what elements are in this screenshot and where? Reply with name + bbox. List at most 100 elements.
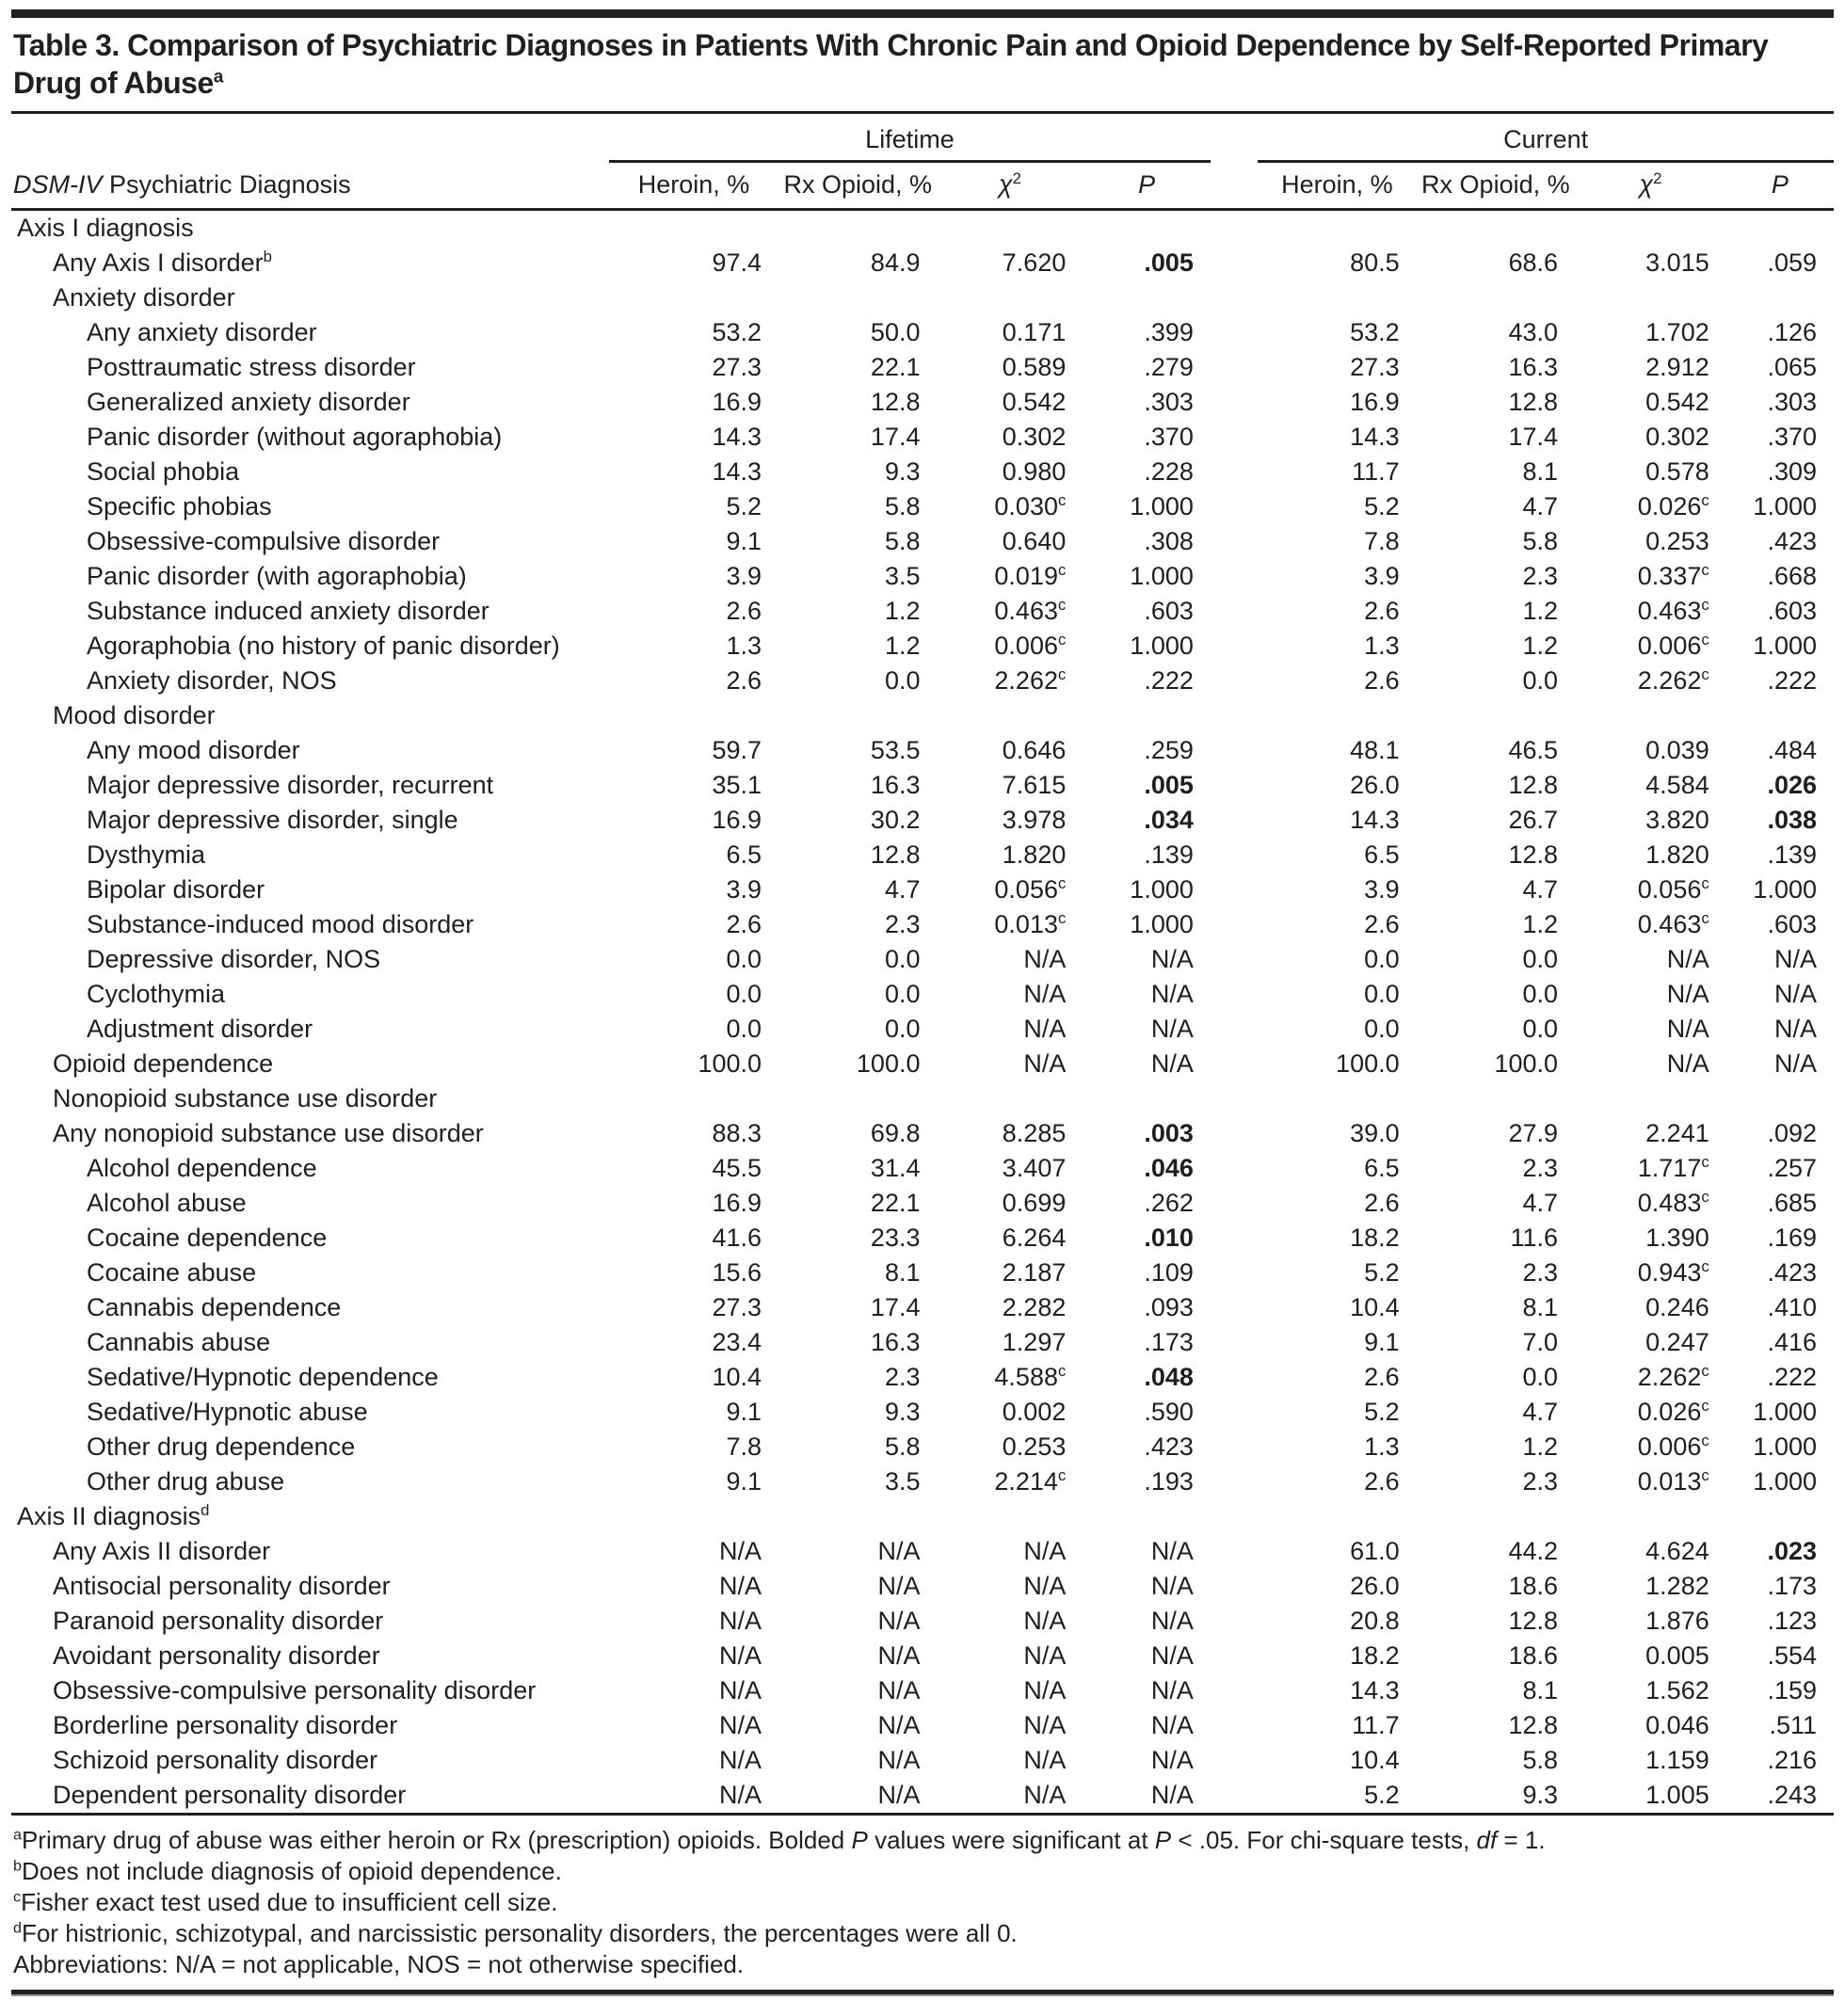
value-cell [937,1499,1083,1534]
value-cell: 3.407 [1002,1154,1067,1182]
value-cell: .370 [1144,423,1194,451]
value-cell: 1.000 [1753,492,1817,520]
table-body: Axis I diagnosis Any Axis I disorderb 97.4… [11,210,1834,1815]
value-cell: 1.000 [1130,632,1194,660]
column-gap [1211,524,1258,559]
value-cell: 2.262c [1637,665,1709,695]
value-cell: N/A [877,1572,921,1600]
value-cell: N/A [1150,945,1194,973]
table-row: Sedative/Hypnotic dependence 10.4 2.3 4.588… [11,1360,1834,1395]
value-cell: 0.542 [1645,388,1709,416]
column-gap [1211,1325,1258,1360]
value-cell: 2.6 [1364,1363,1400,1391]
value-cell: .046 [1144,1154,1194,1182]
value-cell: 0.483c [1637,1188,1709,1217]
value-cell: 27.3 [712,353,762,381]
value-cell: 10.4 [1350,1293,1400,1321]
value-cell: 5.8 [1522,1746,1559,1774]
value-cell: N/A [1666,1049,1709,1078]
footnote: cFisher exact test used due to insuffici… [13,1888,558,1916]
value-cell: 1.820 [1002,840,1067,869]
value-cell [1417,1499,1575,1534]
column-gap [1211,1464,1258,1499]
value-cell: .005 [1144,248,1194,277]
value-cell: N/A [719,1572,762,1600]
column-gap [1211,1673,1258,1708]
column-gap [1211,1290,1258,1325]
diagnosis-cell: Any mood disorder [87,736,300,764]
column-gap [1211,977,1258,1012]
value-cell [1726,210,1834,247]
diagnosis-cell: Cocaine abuse [87,1258,257,1287]
value-cell: 0.171 [1002,318,1067,346]
table-row: Major depressive disorder, single 16.9 30.… [11,803,1834,838]
value-cell: 1.297 [1002,1328,1067,1356]
value-cell: 9.3 [884,1398,921,1426]
footnotes: aPrimary drug of abuse was either heroin… [13,1825,1834,1980]
table-row: Obsessive-compulsive disorder 9.1 5.8 0.640… [11,524,1834,559]
value-cell: 0.0 [1364,1015,1400,1043]
value-cell [1083,1081,1211,1116]
value-cell: .423 [1767,1258,1817,1287]
value-cell: 5.8 [884,492,921,520]
value-cell: N/A [719,1607,762,1635]
col-header-lifetime-heroin: Heroin, % [609,161,779,211]
value-cell: 0.246 [1645,1293,1709,1321]
value-cell: 26.7 [1508,806,1559,834]
value-cell: 26.0 [1350,771,1400,799]
column-gap [1211,1116,1258,1151]
value-cell: 0.646 [1002,736,1067,764]
value-cell: 12.8 [1508,1711,1559,1739]
value-cell: 53.2 [712,318,762,346]
table-row: Cannabis abuse 23.4 16.3 1.297 .173 9.1 7.0 0.2… [11,1325,1834,1360]
value-cell: 61.0 [1350,1537,1400,1565]
value-cell: N/A [877,1746,921,1774]
value-cell: N/A [877,1711,921,1739]
value-cell: 1.876 [1645,1607,1709,1635]
value-cell [778,1081,937,1116]
diagnosis-cell: Panic disorder (with agoraphobia) [87,562,467,590]
value-cell: .026 [1767,771,1817,799]
value-cell: N/A [719,1537,762,1565]
column-gap [1211,594,1258,629]
value-cell: 0.006c [994,631,1067,660]
column-gap [1211,455,1258,489]
value-cell: 12.8 [870,840,921,869]
table-row: Panic disorder (without agoraphobia) 14.3… [11,420,1834,455]
value-cell: 39.0 [1350,1119,1400,1147]
value-cell: 6.5 [726,840,762,869]
value-cell [1417,1081,1575,1116]
value-cell: .173 [1144,1328,1194,1356]
value-cell [1083,280,1211,315]
value-cell: .109 [1144,1258,1194,1287]
value-cell: 2.6 [1364,666,1400,695]
value-cell: 1.2 [884,632,921,660]
value-cell: 35.1 [712,771,762,799]
table-row: Anxiety disorder [11,280,1834,315]
value-cell: 18.6 [1508,1641,1559,1670]
value-cell: .003 [1144,1119,1194,1147]
value-cell: N/A [1666,980,1709,1008]
table-row: Dysthymia 6.5 12.8 1.820 .139 6.5 12.8 1.820 .13… [11,838,1834,872]
value-cell: 4.7 [1522,492,1559,520]
value-cell: 48.1 [1350,736,1400,764]
table-row: Depressive disorder, NOS 0.0 0.0 N/A N/A 0.0 0… [11,942,1834,977]
empty-header-cell [11,113,609,162]
value-cell: 7.620 [1002,248,1067,277]
value-cell [937,698,1083,733]
value-cell [778,1499,937,1534]
value-cell [1417,210,1575,247]
value-cell: .603 [1767,910,1817,938]
table-row: Schizoid personality disorder N/A N/A N/A N/… [11,1743,1834,1778]
value-cell: 0.002 [1002,1398,1067,1426]
column-gap [1211,1012,1258,1047]
diagnosis-cell: Nonopioid substance use disorder [53,1084,438,1112]
table-row: Any Axis II disorder N/A N/A N/A N/A 61.0 44.2… [11,1534,1834,1569]
column-gap [1211,420,1258,455]
column-gap [1211,1395,1258,1430]
value-cell [1417,698,1575,733]
value-cell: 14.3 [712,457,762,486]
diagnosis-cell: Obsessive-compulsive disorder [87,527,441,555]
value-cell: 1.000 [1753,1398,1817,1426]
value-cell: N/A [877,1607,921,1635]
